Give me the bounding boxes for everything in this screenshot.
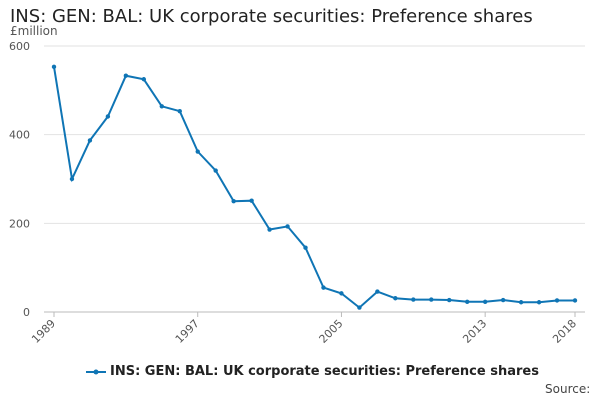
data-point xyxy=(231,198,236,204)
data-point xyxy=(303,245,308,250)
data-point xyxy=(159,104,164,109)
data-point xyxy=(321,285,326,290)
gridlines xyxy=(44,45,585,224)
data-point xyxy=(518,300,524,305)
data-point xyxy=(249,198,254,203)
data-point xyxy=(465,299,470,305)
data-point xyxy=(195,149,200,154)
data-point xyxy=(536,300,542,305)
x-tick-label: 1997 xyxy=(173,317,202,346)
data-point xyxy=(141,77,147,82)
data-point xyxy=(213,168,218,173)
y-axis-unit-label: £million xyxy=(10,24,58,38)
y-axis-ticks: 0 200 400 600 xyxy=(9,40,30,319)
data-point xyxy=(411,297,416,302)
data-point xyxy=(105,114,111,119)
data-point xyxy=(572,298,578,303)
x-tick-label: 2005 xyxy=(317,317,346,346)
x-tick-label: 1989 xyxy=(29,317,58,346)
data-point xyxy=(375,289,380,294)
y-tick-label: 200 xyxy=(9,217,30,230)
data-point xyxy=(285,224,290,229)
data-point xyxy=(87,138,93,143)
data-point xyxy=(500,297,506,303)
series-points xyxy=(51,64,578,310)
data-point xyxy=(429,297,434,302)
legend[interactable]: INS: GEN: BAL: UK corporate securities: … xyxy=(86,364,539,379)
data-point xyxy=(267,227,272,232)
data-point xyxy=(357,305,362,310)
data-point xyxy=(51,64,57,70)
data-point xyxy=(69,176,75,182)
y-tick-label: 400 xyxy=(9,129,30,142)
chart-title: INS: GEN: BAL: UK corporate securities: … xyxy=(10,6,533,27)
x-axis-ticks: 1989 1997 2005 2013 2018 xyxy=(29,312,579,346)
x-tick-label: 2013 xyxy=(460,317,489,346)
data-point xyxy=(123,73,129,78)
data-point xyxy=(482,299,488,305)
data-point xyxy=(447,297,452,303)
data-point xyxy=(339,291,344,296)
data-point xyxy=(554,298,560,303)
x-tick-label: 2018 xyxy=(550,317,579,346)
data-point xyxy=(177,108,182,114)
y-tick-label: 0 xyxy=(23,306,30,319)
legend-label: INS: GEN: BAL: UK corporate securities: … xyxy=(110,364,539,379)
data-point xyxy=(393,296,398,301)
y-tick-label: 600 xyxy=(9,40,30,53)
source-label: Source: xyxy=(545,382,591,396)
legend-swatch-icon xyxy=(86,369,106,374)
series-line xyxy=(53,66,575,309)
